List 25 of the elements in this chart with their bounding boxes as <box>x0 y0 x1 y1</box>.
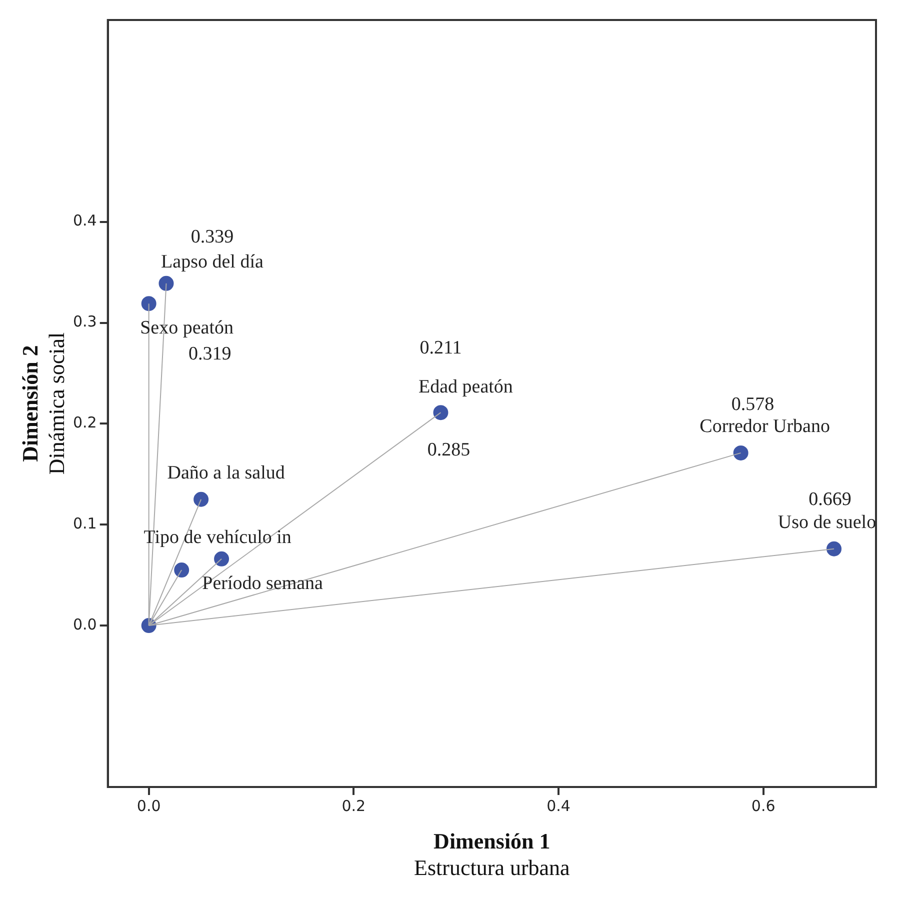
y-tick-label: 0.0 <box>72 615 97 634</box>
annotation: Uso de suelo <box>778 512 876 533</box>
annotation: Lapso del día <box>161 251 264 272</box>
annotation: Período semana <box>202 572 324 594</box>
annotation: Corredor Urbano <box>700 416 830 437</box>
annotation: Tipo de vehículo in <box>144 527 292 548</box>
x-axis-title: Dimensión 1 Estructura urbana <box>414 828 570 880</box>
annotation: Edad peatón <box>418 376 514 398</box>
annotation: 0.669 <box>808 488 852 510</box>
annotation: Sexo peatón <box>140 318 234 339</box>
y-tick-label: 0.2 <box>72 414 97 432</box>
annotation: 0.319 <box>188 344 232 365</box>
y-tick-label: 0.4 <box>72 212 97 230</box>
annotation: 0.578 <box>731 394 774 415</box>
x-tick-label: 0.0 <box>136 796 161 815</box>
y-tick-label: 0.1 <box>72 514 97 532</box>
x-tick-label: 0.4 <box>546 796 570 815</box>
y-axis-title: Dimensión 2 Dinámica social <box>18 332 69 475</box>
x-tick-label: 0.2 <box>342 796 366 815</box>
x-tick-label: 0.6 <box>751 796 776 815</box>
annotation: 0.339 <box>190 226 234 248</box>
y-tick-label: 0.3 <box>72 312 97 331</box>
annotation: Daño a la salud <box>167 462 286 484</box>
annotation: 0.211 <box>420 338 462 359</box>
annotation: 0.285 <box>427 440 470 461</box>
